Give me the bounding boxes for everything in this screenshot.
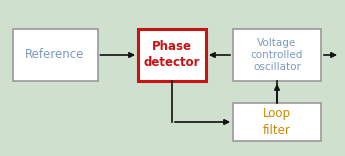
Text: Phase
detector: Phase detector bbox=[144, 41, 200, 70]
Bar bbox=[138, 29, 206, 81]
Text: Voltage
controlled
oscillator: Voltage controlled oscillator bbox=[251, 38, 303, 72]
Bar bbox=[12, 29, 98, 81]
Bar bbox=[233, 103, 321, 141]
Bar bbox=[233, 29, 321, 81]
Text: Reference: Reference bbox=[25, 49, 85, 61]
Text: Loop
filter: Loop filter bbox=[263, 107, 291, 136]
